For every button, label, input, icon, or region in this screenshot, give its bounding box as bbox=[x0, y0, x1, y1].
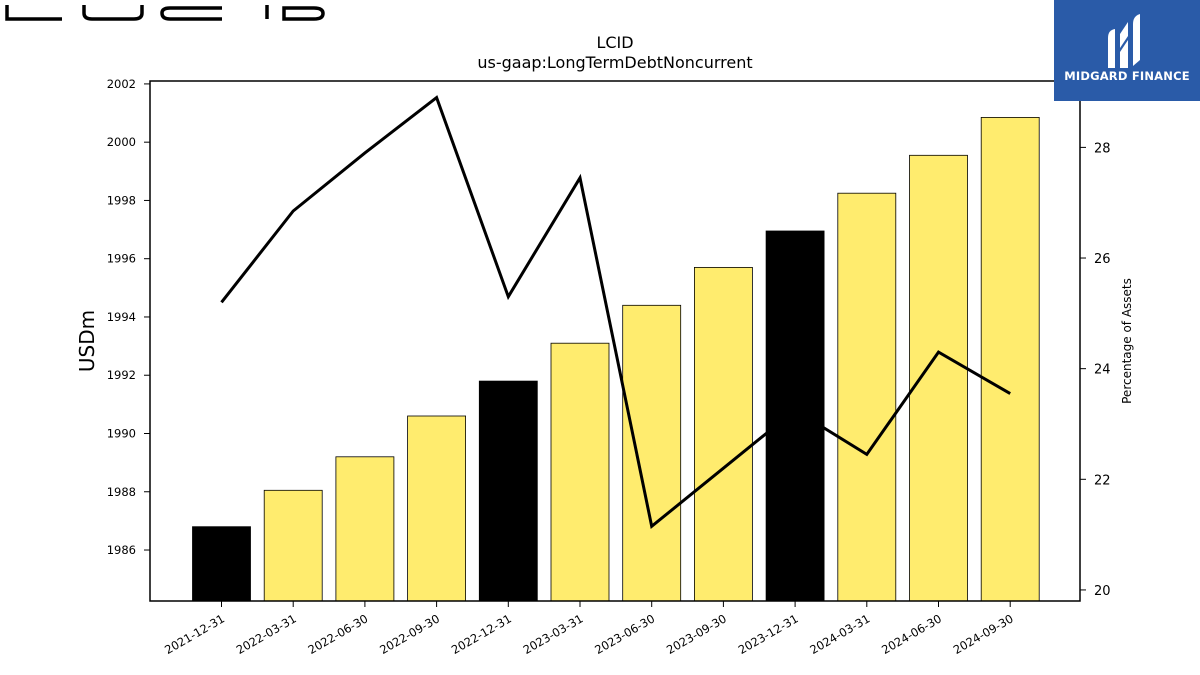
y-axis-right: 20 22 24 26 28 bbox=[1080, 141, 1111, 599]
bar-2024-03-31 bbox=[837, 192, 897, 602]
y2-axis-label: Percentage of Assets bbox=[1120, 278, 1134, 404]
y-tick-label: 2000 bbox=[107, 135, 136, 149]
bar-2024-09-30 bbox=[980, 117, 1040, 602]
x-tick-label: 2022-12-31 bbox=[449, 611, 514, 657]
bar-2023-12-31 bbox=[765, 230, 825, 602]
midgard-logo-icon bbox=[1108, 14, 1140, 68]
y2-tick-label: 20 bbox=[1094, 584, 1111, 599]
x-tick-label: 2023-09-30 bbox=[664, 611, 729, 657]
x-tick-label: 2023-12-31 bbox=[736, 611, 801, 657]
y-tick-label: 1996 bbox=[107, 252, 136, 266]
chart-title: LCID bbox=[596, 33, 633, 52]
plot-frame bbox=[149, 80, 1081, 602]
bar-2022-06-30 bbox=[335, 456, 395, 602]
x-tick-label: 2024-09-30 bbox=[951, 611, 1016, 657]
x-tick-label: 2022-09-30 bbox=[377, 611, 442, 657]
lucid-wordmark-logo bbox=[5, 5, 325, 21]
bar-2023-09-30 bbox=[694, 266, 753, 602]
bar-2022-03-31 bbox=[263, 489, 323, 602]
y-axis-left: 1986 1988 1990 1992 1994 1996 1998 2000 2002 bbox=[107, 77, 150, 557]
y-axis-label: USDm bbox=[75, 310, 99, 372]
y2-tick-label: 22 bbox=[1094, 473, 1111, 488]
x-tick-label: 2021-12-31 bbox=[162, 611, 227, 657]
y-tick-label: 2002 bbox=[107, 77, 136, 91]
midgard-finance-badge: MIDGARD FINANCE bbox=[1054, 0, 1200, 101]
x-tick-label: 2024-06-30 bbox=[879, 611, 944, 657]
y2-tick-label: 24 bbox=[1094, 363, 1111, 378]
bars bbox=[192, 117, 1040, 602]
y2-tick-label: 26 bbox=[1094, 252, 1111, 267]
x-tick-label: 2023-06-30 bbox=[592, 611, 657, 657]
y2-tick-label: 28 bbox=[1094, 141, 1111, 156]
bar-2021-12-31 bbox=[192, 526, 251, 602]
y-tick-label: 1992 bbox=[107, 368, 136, 382]
x-tick-label: 2022-06-30 bbox=[306, 611, 371, 657]
bar-2022-12-31 bbox=[478, 380, 538, 602]
y-tick-label: 1988 bbox=[107, 485, 136, 499]
x-tick-label: 2024-03-31 bbox=[807, 611, 872, 657]
y-tick-label: 1990 bbox=[107, 426, 136, 440]
x-tick-label: 2022-03-31 bbox=[234, 611, 299, 657]
x-axis: 2021-12-31 2022-03-31 2022-06-30 2022-09-30… bbox=[162, 601, 1016, 657]
y-tick-label: 1998 bbox=[107, 193, 136, 207]
x-tick-label: 2023-03-31 bbox=[521, 611, 586, 657]
chart-subtitle: us-gaap:LongTermDebtNoncurrent bbox=[477, 53, 752, 72]
bar-2023-03-31 bbox=[550, 342, 610, 602]
bar-2023-06-30 bbox=[622, 304, 682, 602]
y-tick-label: 1986 bbox=[107, 543, 136, 557]
y-tick-label: 1994 bbox=[107, 310, 136, 324]
bar-2022-09-30 bbox=[407, 415, 467, 602]
percentage-line bbox=[220, 95, 1011, 530]
badge-text: MIDGARD FINANCE bbox=[1064, 69, 1190, 83]
bar-2024-06-30 bbox=[909, 154, 968, 602]
